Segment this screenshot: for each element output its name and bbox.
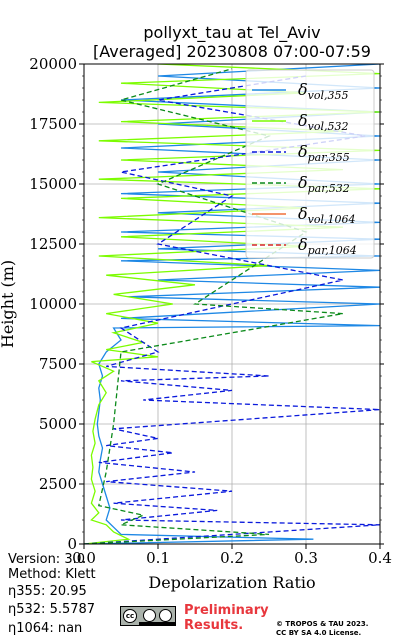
eta532-text: η532: 5.5787: [8, 602, 96, 617]
x-tick-label: 0.4: [368, 549, 392, 567]
share-alike-icon: [159, 609, 172, 622]
legend-label: δvol,532: [298, 111, 349, 133]
series-line-par-355: [84, 75, 380, 544]
axis-ticks: 0.0 0.1 0.2 0.3 0.4 0 2500 5000 7500 10000 12500 15…: [29, 55, 392, 567]
y-axis-label: Height (m): [0, 260, 17, 348]
copyright-line-1: © TROPOS & TAU 2023.: [276, 620, 369, 628]
x-tick-label: 0.0: [72, 549, 96, 567]
x-tick-label: 0.3: [294, 549, 318, 567]
copyright-line-2: CC BY SA 4.0 License.: [276, 629, 362, 637]
y-tick-label: 7500: [39, 355, 77, 373]
y-tick-label: 17500: [29, 115, 77, 133]
eta1064-text: η1064: nan: [8, 621, 83, 636]
y-tick-label: 12500: [29, 235, 77, 253]
x-tick-label: 0.2: [220, 549, 244, 567]
legend-label: δvol,1064: [298, 204, 356, 226]
cc-icon: cc: [123, 609, 137, 623]
x-axis-label: Depolarization Ratio: [148, 573, 315, 592]
chart-title: pollyxt_tau at Tel_Aviv: [143, 23, 320, 43]
legend-label: δpar,1064: [298, 235, 357, 257]
method-text: Method: Klett: [8, 567, 96, 582]
preliminary-line-1: Preliminary: [184, 603, 269, 618]
x-tick-label: 0.1: [146, 549, 170, 567]
version-text: Version: 3.0: [8, 552, 85, 567]
eta355-text: η355: 20.95: [8, 584, 87, 599]
series-line-vol-532: [84, 64, 380, 544]
preliminary-line-2: Results.: [184, 618, 244, 633]
y-tick-label: 5000: [39, 415, 77, 433]
y-tick-label: 15000: [29, 175, 77, 193]
chart-legend: δvol,355 δvol,532 δpar,355 δpar,532 δvol,106…: [245, 69, 375, 259]
copyright-notice: © TROPOS & TAU 2023. CC BY SA 4.0 Licens…: [276, 620, 368, 638]
y-tick-label: 10000: [29, 295, 77, 313]
by-attribution-icon: [143, 609, 156, 622]
y-tick-label: 20000: [29, 55, 77, 73]
legend-box: [245, 69, 375, 259]
legend-label: δpar,355: [298, 142, 350, 164]
y-tick-label: 2500: [39, 475, 77, 493]
legend-label: δvol,355: [298, 80, 349, 102]
preliminary-notice: Preliminary Results.: [184, 603, 269, 633]
chart-subtitle: [Averaged] 20230808 07:00-07:59: [93, 42, 371, 61]
legend-label: δpar,532: [298, 173, 350, 195]
cc-license-badge: cc: [120, 606, 176, 626]
y-tick-label: 0: [67, 535, 77, 553]
badge-strip: [139, 622, 176, 626]
series-line-par-532: [84, 68, 344, 544]
